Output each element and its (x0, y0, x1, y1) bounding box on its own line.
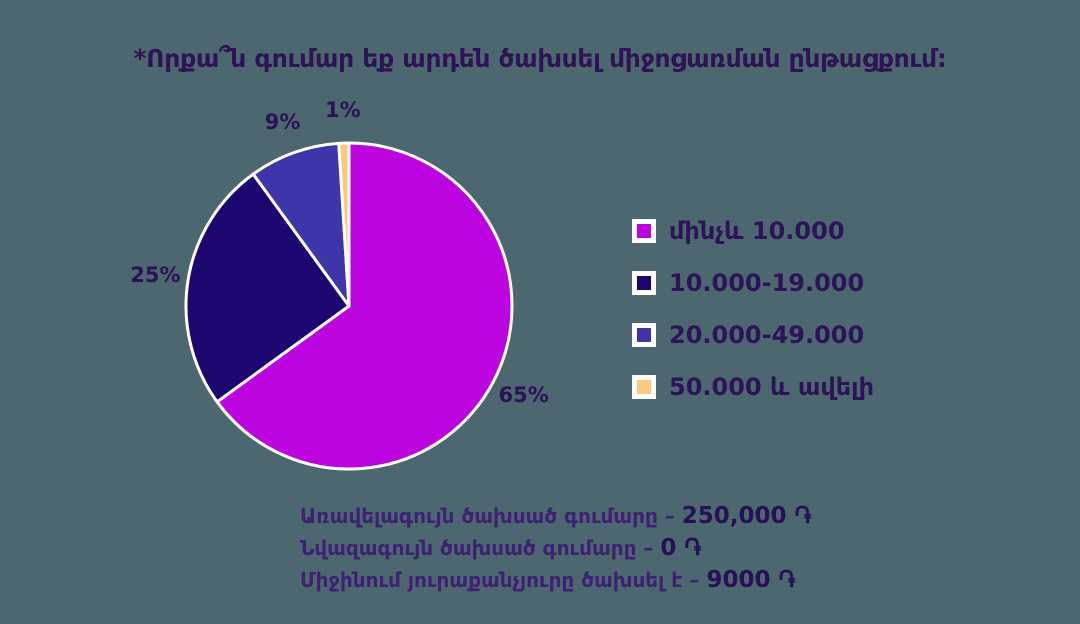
stat-label: Առավելագույն ծախսած գումարը – (300, 504, 682, 528)
chart-legend: մինչև 10.000 10.000-19.000 20.000-49.000 50… (632, 216, 875, 401)
legend-swatch-icon (632, 270, 656, 295)
stat-line-3: Միջինում յուրաքանչյուրը ծախսել է – 9000 … (300, 566, 811, 594)
stat-value: 0 ֏ (660, 535, 702, 561)
legend-label: 20.000-49.000 (669, 320, 865, 349)
stat-label: Նվազագույն ծախսած գումարը – (300, 536, 661, 560)
stat-value: 250,000 ֏ (681, 503, 812, 529)
pie-slice-1 (215, 141, 514, 471)
stat-line-1: Առավելագույն ծախսած գումարը – 250,000 ֏ (300, 502, 811, 530)
pie-percent-label-4: 1% (325, 98, 361, 123)
legend-label: 50.000 և ավելի (669, 372, 875, 401)
pie-slice-3 (251, 141, 351, 308)
legend-item-3: 20.000-49.000 (632, 320, 874, 349)
pie-slice-2 (184, 172, 351, 404)
pie-slice-4 (337, 141, 351, 308)
stat-line-2: Նվազագույն ծախսած գումարը – 0 ֏ (300, 534, 811, 562)
legend-item-2: 10.000-19.000 (632, 268, 874, 297)
pie-percent-label-1: 65% (498, 382, 549, 407)
pie-percent-label-3: 9% (264, 109, 301, 134)
stat-value: 9000 ֏ (706, 567, 796, 593)
legend-label: մինչև 10.000 (669, 216, 845, 245)
legend-item-4: 50.000 և ավելի (632, 372, 875, 401)
legend-swatch-icon (632, 322, 656, 347)
legend-item-1: մինչև 10.000 (632, 216, 874, 245)
pie-percent-label-2: 25% (130, 263, 181, 288)
chart-title: *Որքա՞ն գումար եք արդեն ծախսել միջոցառմա… (133, 44, 947, 73)
legend-swatch-icon (632, 374, 656, 399)
pie-chart (184, 141, 514, 471)
legend-label: 10.000-19.000 (669, 268, 865, 297)
legend-swatch-icon (632, 218, 656, 243)
stat-label: Միջինում յուրաքանչյուրը ծախսել է – (300, 568, 707, 592)
summary-stats: Առավելագույն ծախսած գումարը – 250,000 ֏ Ն… (300, 502, 811, 594)
